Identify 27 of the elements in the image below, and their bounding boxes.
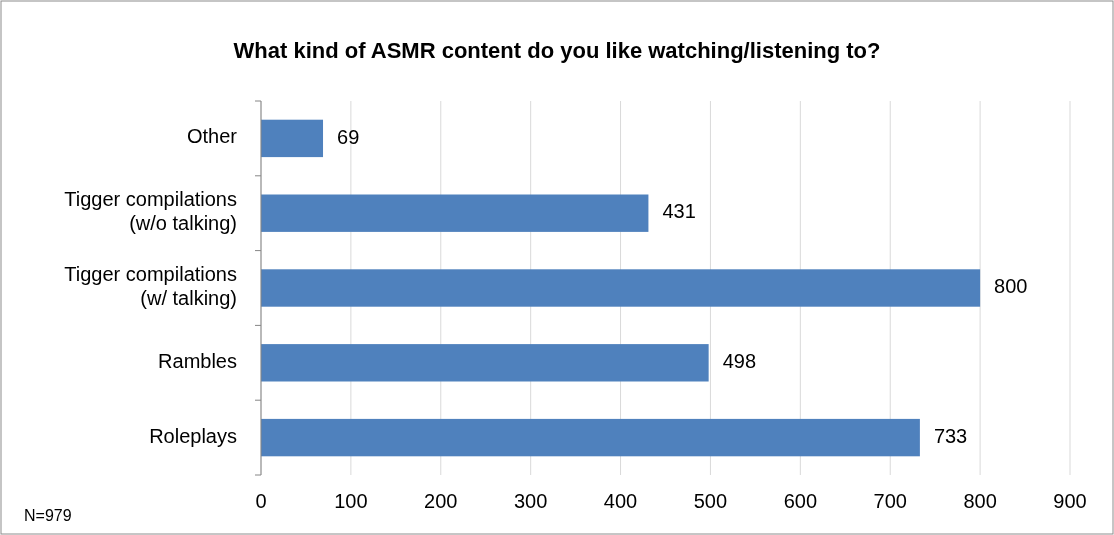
x-tick-label: 700 (873, 490, 907, 512)
y-tick-label: Tigger compilations (w/ talking) (64, 263, 237, 310)
bar (261, 119, 324, 158)
data-label: 733 (933, 424, 968, 447)
x-tick-label: 300 (513, 490, 548, 512)
bar (261, 194, 649, 232)
y-tick-label: Tigger compilations (w/o talking) (64, 188, 237, 235)
text: N=979 (24, 507, 72, 524)
x-tick-label: 800 (963, 490, 997, 512)
data-label: 800 (994, 275, 1028, 298)
data-label: 431 (662, 200, 696, 223)
y-tick-label: Roleplays (149, 424, 237, 447)
x-tick-label: 600 (783, 490, 818, 512)
x-tick-label: 200 (424, 490, 458, 512)
y-tick-label: Other (186, 125, 238, 148)
x-tick-label: 900 (1053, 490, 1087, 512)
x-tick-label: 100 (334, 490, 368, 512)
y-tick-label: Rambles (158, 350, 237, 373)
bar (261, 418, 920, 457)
bar (261, 344, 709, 382)
chart-title: What kind of ASMR content do you like watching/listening to? (233, 38, 881, 63)
x-tick-label: 500 (693, 490, 728, 512)
x-tick-label: 400 (603, 490, 638, 512)
data-label: 498 (722, 350, 757, 373)
x-tick-label: 0 (255, 490, 267, 512)
bar (261, 269, 981, 307)
data-label: 69 (337, 125, 360, 148)
